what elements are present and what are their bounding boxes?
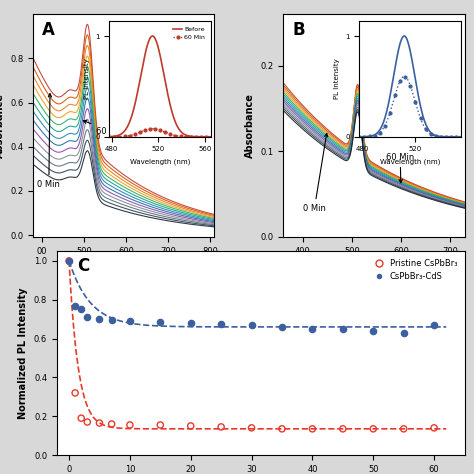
Point bbox=[218, 320, 225, 328]
Point bbox=[309, 425, 316, 433]
Point bbox=[72, 389, 79, 397]
Point bbox=[248, 321, 255, 329]
Point bbox=[369, 425, 377, 433]
Point bbox=[77, 414, 85, 422]
Point bbox=[218, 423, 225, 431]
Point bbox=[126, 317, 134, 325]
Y-axis label: Normalized PL Intensity: Normalized PL Intensity bbox=[18, 287, 28, 419]
Point bbox=[400, 329, 408, 337]
Point bbox=[108, 420, 116, 428]
Point bbox=[65, 257, 73, 264]
Text: 60 Min: 60 Min bbox=[386, 153, 414, 183]
Text: 0 Min: 0 Min bbox=[37, 94, 60, 189]
Point bbox=[126, 421, 134, 429]
Text: 60 Min: 60 Min bbox=[83, 120, 125, 136]
Point bbox=[309, 325, 316, 333]
Text: A: A bbox=[42, 21, 55, 39]
Legend: Pristine CsPbBr₃, CsPbBr₃-CdS: Pristine CsPbBr₃, CsPbBr₃-CdS bbox=[367, 255, 460, 284]
Point bbox=[83, 418, 91, 426]
X-axis label: Wavelength (nm): Wavelength (nm) bbox=[327, 261, 421, 271]
Text: C: C bbox=[77, 257, 90, 275]
Point bbox=[65, 257, 73, 264]
Point bbox=[278, 323, 286, 331]
Point bbox=[278, 425, 286, 433]
Point bbox=[248, 424, 255, 432]
Point bbox=[187, 319, 194, 327]
X-axis label: Wavelength (nm): Wavelength (nm) bbox=[76, 261, 171, 271]
Point bbox=[430, 321, 438, 329]
Point bbox=[156, 421, 164, 429]
Point bbox=[187, 422, 194, 430]
Point bbox=[430, 424, 438, 432]
Point bbox=[156, 318, 164, 326]
Point bbox=[339, 425, 346, 433]
Point bbox=[96, 315, 103, 323]
Point bbox=[72, 302, 79, 310]
Point bbox=[77, 306, 85, 313]
Point bbox=[108, 316, 116, 324]
Point bbox=[339, 325, 346, 333]
Point bbox=[400, 425, 408, 433]
Y-axis label: Absorbance: Absorbance bbox=[245, 93, 255, 158]
Point bbox=[96, 419, 103, 427]
Y-axis label: Absorbance: Absorbance bbox=[0, 93, 5, 158]
Point bbox=[369, 327, 377, 335]
Text: B: B bbox=[292, 21, 305, 39]
Text: 0 Min: 0 Min bbox=[303, 133, 328, 213]
Point bbox=[83, 313, 91, 321]
